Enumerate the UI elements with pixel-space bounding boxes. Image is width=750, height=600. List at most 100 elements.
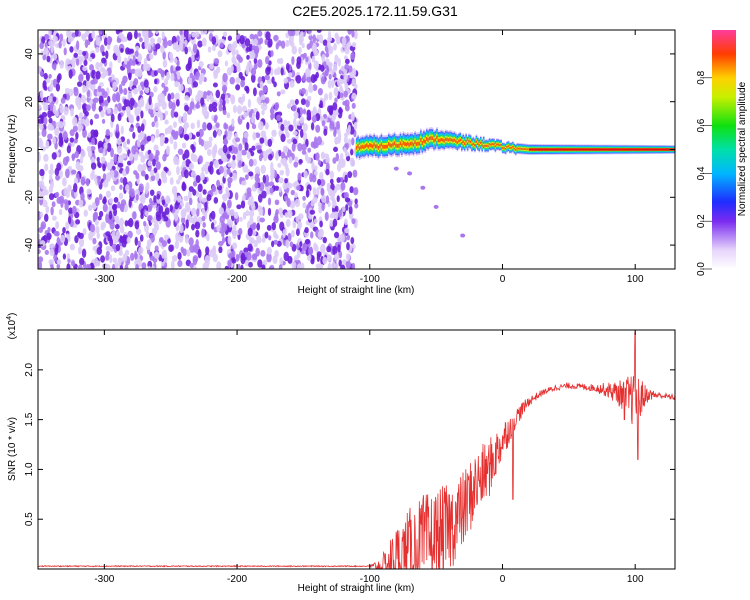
noise-speckle	[65, 221, 70, 230]
noise-speckle	[149, 189, 155, 196]
noise-speckle	[227, 35, 233, 41]
noise-speckle	[317, 230, 323, 240]
signal-band-cell	[357, 144, 359, 149]
noise-speckle	[332, 102, 338, 111]
noise-speckle	[78, 198, 84, 208]
signal-band-cell	[379, 144, 381, 149]
noise-speckle	[157, 94, 162, 103]
noise-speckle	[266, 252, 272, 263]
noise-speckle	[127, 230, 133, 239]
noise-speckle	[332, 245, 338, 256]
noise-speckle	[316, 30, 322, 33]
noise-speckle	[162, 39, 168, 49]
noise-speckle	[305, 189, 310, 198]
noise-speckle	[153, 50, 157, 56]
noise-speckle	[51, 201, 56, 208]
noise-speckle	[167, 170, 172, 176]
noise-speckle	[113, 235, 119, 244]
noise-speckle	[316, 253, 321, 263]
noise-speckle	[69, 59, 74, 65]
noise-speckle	[121, 79, 126, 86]
noise-speckle	[319, 64, 325, 72]
noise-speckle	[204, 259, 210, 267]
noise-speckle	[291, 261, 297, 269]
signal-band-cell	[366, 143, 368, 148]
noise-speckle	[319, 220, 323, 228]
noise-speckle	[327, 39, 331, 49]
snr-multiplier-exp: 4	[6, 316, 13, 320]
noise-speckle	[143, 220, 147, 227]
noise-speckle	[70, 107, 75, 117]
noise-speckle	[248, 210, 255, 218]
signal-band-cell	[461, 142, 463, 145]
signal-band-cell	[455, 139, 457, 143]
noise-speckle	[246, 187, 252, 195]
signal-band-cell	[363, 145, 365, 150]
noise-speckle	[339, 79, 345, 84]
signal-band-cell	[496, 143, 498, 146]
noise-speckle	[329, 170, 335, 180]
noise-speckle	[342, 100, 348, 106]
noise-speckle	[157, 68, 163, 74]
noise-speckle	[73, 86, 79, 92]
noise-speckle	[354, 202, 359, 209]
noise-speckle	[84, 39, 89, 49]
noise-speckle	[80, 176, 86, 186]
noise-speckle	[100, 156, 106, 164]
noise-speckle	[227, 130, 233, 138]
noise-speckle	[247, 199, 252, 206]
noise-speckle	[258, 121, 264, 131]
noise-speckle	[43, 153, 49, 162]
noise-speckle	[62, 156, 69, 166]
noise-speckle	[212, 130, 217, 138]
noise-speckle	[167, 39, 173, 47]
signal-band-cell	[385, 144, 387, 149]
noise-speckle	[123, 57, 128, 65]
noise-speckle	[262, 85, 268, 94]
noise-speckle	[104, 264, 111, 269]
noise-speckle	[286, 149, 292, 158]
noise-speckle	[304, 238, 311, 245]
noise-speckle	[184, 104, 189, 112]
noise-speckle	[285, 131, 290, 138]
noise-speckle	[197, 248, 202, 259]
noise-speckle	[202, 91, 208, 100]
noise-speckle	[187, 46, 192, 52]
noise-speckle	[119, 264, 124, 269]
noise-speckle	[203, 105, 208, 112]
noise-speckle	[62, 253, 67, 260]
noise-speckle	[246, 151, 251, 159]
noise-speckle	[67, 36, 73, 43]
noise-speckle	[107, 233, 111, 242]
noise-speckle	[211, 36, 217, 45]
noise-speckle	[273, 185, 280, 191]
noise-speckle	[215, 122, 220, 128]
x-tick-label: -100	[360, 574, 380, 585]
noise-speckle	[274, 199, 280, 206]
noise-speckle	[255, 111, 260, 121]
colorbar-tick-label: 0.8	[696, 70, 707, 84]
noise-speckle	[188, 162, 195, 170]
noise-speckle	[45, 205, 50, 214]
noise-speckle	[196, 119, 201, 129]
noise-speckle	[114, 215, 120, 223]
noise-speckle	[338, 107, 343, 114]
colorbar-tick-label: 0.4	[696, 166, 707, 180]
noise-speckle	[281, 157, 288, 167]
noise-speckle	[120, 47, 124, 53]
noise-speckle	[302, 108, 307, 115]
signal-band-cell	[522, 148, 524, 150]
noise-speckle	[144, 39, 149, 50]
noise-speckle	[103, 142, 108, 150]
noise-speckle	[45, 34, 50, 40]
noise-speckle	[270, 112, 274, 121]
noise-speckle	[117, 113, 122, 122]
noise-speckle	[189, 262, 194, 268]
noise-speckle	[343, 147, 347, 153]
noise-speckle	[117, 258, 122, 267]
noise-speckle	[333, 73, 337, 79]
noise-speckle	[335, 35, 341, 45]
noise-speckle	[129, 48, 135, 54]
noise-speckle	[152, 158, 156, 167]
noise-speckle	[177, 252, 182, 260]
